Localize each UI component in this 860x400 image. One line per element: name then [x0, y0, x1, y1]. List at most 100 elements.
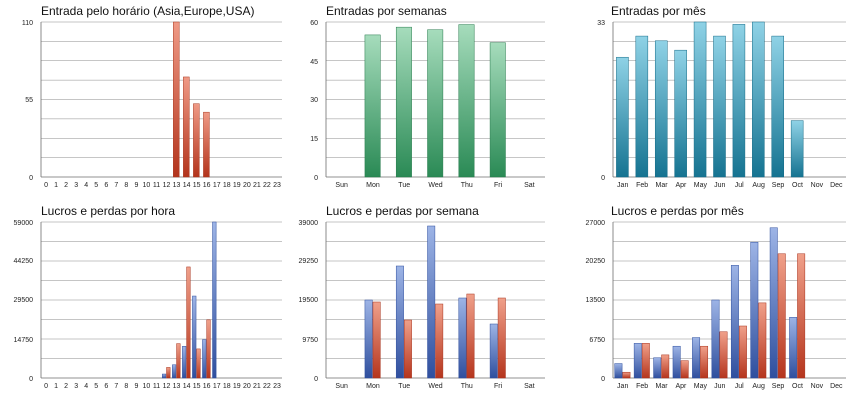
x-tick-label: Feb [636, 383, 648, 390]
x-tick-label: Sat [524, 182, 535, 189]
x-tick-label: May [694, 383, 708, 390]
bar [719, 331, 728, 379]
bar [395, 26, 412, 178]
bar [182, 346, 187, 379]
x-tick-label: 19 [233, 383, 241, 390]
chart-title: Entrada pelo horário (Asia,Europe,USA) [41, 4, 254, 18]
bar [771, 35, 785, 178]
bar [458, 297, 467, 379]
chart-hourly-entries: Entrada pelo horário (Asia,Europe,USA) 0… [22, 4, 282, 189]
bar [732, 24, 746, 178]
x-tick-label: 23 [273, 383, 281, 390]
x-tick-label: Thu [461, 182, 473, 189]
x-tick-label: 7 [114, 182, 118, 189]
chart-monthly-profit-loss: Lucros e perdas por mês 0 6750 13500 202… [586, 204, 846, 390]
bar [206, 319, 211, 379]
x-tick-label: 10 [143, 182, 151, 189]
bar [713, 35, 726, 178]
bar [202, 339, 207, 379]
y-tick-labels: 0 14750 29500 44250 59000 [14, 220, 34, 383]
x-tick-label: 21 [253, 182, 261, 189]
y-tick-label: 19500 [299, 297, 319, 304]
x-tick-label: Nov [811, 383, 824, 390]
bar [700, 345, 709, 379]
bar [176, 343, 181, 379]
bar [364, 299, 373, 379]
bar [641, 343, 650, 379]
x-tick-label: Sun [335, 383, 348, 390]
x-tick-label: Oct [792, 182, 803, 189]
bar [166, 367, 171, 379]
x-tick-label: 17 [213, 383, 221, 390]
bar [769, 227, 778, 379]
y-tick-label: 39000 [299, 220, 319, 227]
y-tick-label: 0 [601, 175, 605, 182]
x-tick-label: 15 [193, 383, 201, 390]
x-tick-label: Jun [714, 383, 725, 390]
bar [693, 21, 707, 178]
bar [186, 266, 191, 379]
bar [730, 265, 739, 379]
y-tick-labels: 0 33 [597, 20, 605, 182]
x-tick-label: Fri [494, 182, 503, 189]
bar [458, 24, 475, 178]
bar [193, 103, 200, 178]
y-tick-labels: 0 55 110 [22, 20, 33, 182]
x-tick-label: 20 [243, 182, 251, 189]
x-tick-label: Dec [830, 182, 843, 189]
x-tick-label: Thu [461, 383, 473, 390]
x-tick-label: 9 [134, 182, 138, 189]
x-tick-label: Mar [656, 383, 669, 390]
x-tick-label: Jul [735, 383, 744, 390]
y-tick-label: 6750 [589, 337, 605, 344]
bar [489, 323, 498, 379]
bar [680, 360, 689, 379]
bar [466, 293, 475, 379]
x-tick-label: 7 [114, 383, 118, 390]
x-tick-label: 12 [163, 182, 171, 189]
bar [489, 42, 506, 178]
x-tick-label: 5 [94, 383, 98, 390]
bar [435, 303, 444, 379]
x-tick-label: Jan [617, 383, 628, 390]
x-tick-label: 18 [223, 182, 231, 189]
y-tick-labels: 0 15 30 45 60 [310, 20, 318, 182]
x-tick-label: Feb [636, 182, 648, 189]
y-tick-label: 0 [29, 175, 33, 182]
bar [692, 337, 701, 379]
x-tick-label: 22 [263, 182, 271, 189]
bar [653, 357, 662, 379]
chart-title: Entradas por semanas [326, 4, 447, 18]
y-tick-label: 0 [314, 175, 318, 182]
x-tick-label: 0 [44, 383, 48, 390]
x-tick-label: 5 [94, 182, 98, 189]
x-tick-label: Sep [772, 383, 785, 390]
bar [797, 253, 806, 379]
x-tick-label: 9 [134, 383, 138, 390]
x-tick-label: 0 [44, 182, 48, 189]
bar [192, 295, 197, 379]
bar [752, 21, 765, 178]
x-tick-label: Tue [398, 182, 410, 189]
x-tick-label: 12 [163, 383, 171, 390]
bar [203, 111, 210, 178]
x-tick-label: Sun [335, 182, 348, 189]
bar [427, 29, 444, 178]
x-tick-label: 4 [84, 182, 88, 189]
bar [395, 265, 404, 379]
x-tick-label: Mar [656, 182, 669, 189]
bar [372, 301, 381, 379]
x-tick-label: Aug [752, 182, 765, 189]
x-tick-label: 6 [104, 182, 108, 189]
y-tick-labels: 0 9750 19500 29250 39000 [299, 220, 319, 383]
bar [403, 319, 412, 379]
chart-title: Lucros e perdas por mês [611, 204, 744, 218]
x-tick-label: Apr [676, 182, 688, 189]
x-tick-label: 8 [124, 182, 128, 189]
x-tick-label: Mon [366, 182, 380, 189]
x-tick-label: 23 [273, 182, 281, 189]
chart-title: Lucros e perdas por hora [41, 204, 175, 218]
y-tick-label: 30 [310, 97, 318, 104]
chart-hourly-profit-loss: Lucros e perdas por hora 0 14750 29500 4… [14, 204, 282, 390]
